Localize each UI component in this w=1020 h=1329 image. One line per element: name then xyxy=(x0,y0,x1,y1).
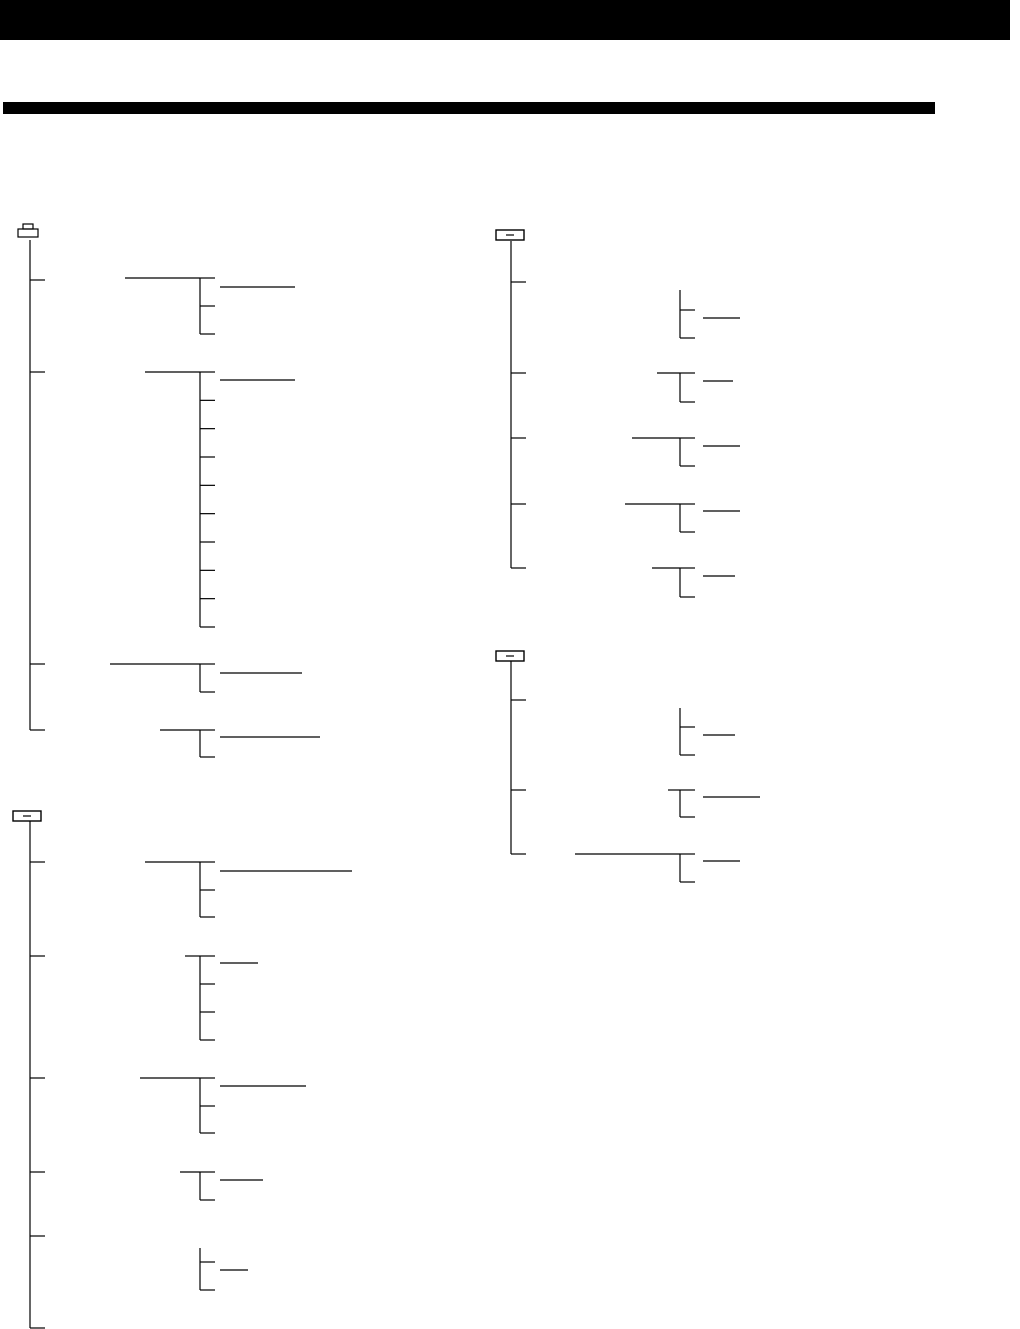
menu-icon xyxy=(12,810,42,822)
menu-icon xyxy=(495,650,525,662)
section-bar xyxy=(3,102,935,114)
menu-icon xyxy=(495,229,525,241)
menu-icon xyxy=(22,223,34,230)
menu-icon xyxy=(17,228,39,238)
header-bar xyxy=(0,0,1010,40)
